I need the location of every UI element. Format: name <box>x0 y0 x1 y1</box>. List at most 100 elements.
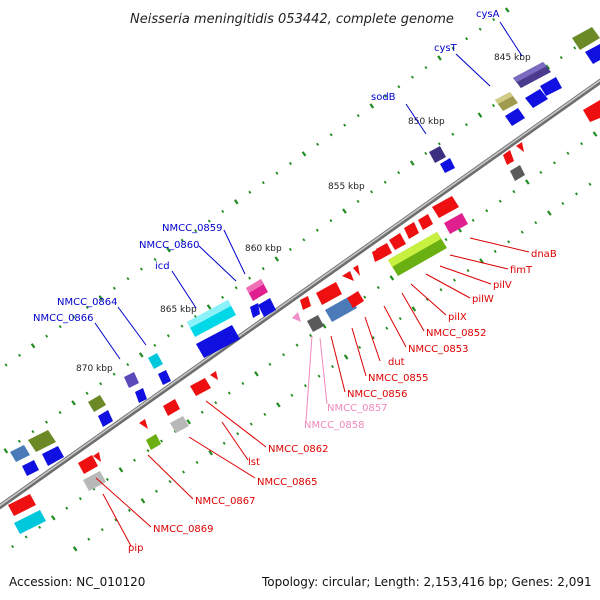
tick-mark <box>383 94 387 98</box>
tick-mark <box>275 171 279 175</box>
gene-NMCC_0864-block[interactable] <box>148 353 163 369</box>
gene-fimT-block[interactable] <box>444 213 468 234</box>
tick-mark <box>479 258 484 264</box>
gene-block-blue-topright[interactable] <box>585 44 600 64</box>
gene-pilX-block[interactable] <box>389 233 406 250</box>
gene-label-dut[interactable]: dut <box>388 357 405 368</box>
tick-mark <box>451 46 455 50</box>
gene-label-NMCC_0852[interactable]: NMCC_0852 <box>426 328 487 339</box>
gene-block-red-topright-2[interactable] <box>503 150 514 165</box>
tick-mark <box>206 304 212 310</box>
tick-mark <box>78 496 82 501</box>
gene-label-pip[interactable]: pip <box>128 543 143 554</box>
tick-mark <box>276 402 281 408</box>
gene-block-olive-1[interactable] <box>88 395 106 412</box>
gene-label-NMCC_0859[interactable]: NMCC_0859 <box>162 223 223 234</box>
gene-block-steel-2[interactable] <box>325 296 357 322</box>
gene-pip-block[interactable] <box>83 471 106 491</box>
gene-NMCC_0862-block[interactable] <box>190 378 211 396</box>
tick-mark <box>315 228 319 232</box>
tick-mark <box>182 470 186 474</box>
gene-label-NMCC_0869[interactable]: NMCC_0869 <box>153 524 214 535</box>
gene-lst-block[interactable] <box>163 399 180 416</box>
gene-block-red-bottomleft[interactable] <box>8 494 36 516</box>
kbp-label-855: 855 kbp <box>328 182 365 192</box>
gene-label-NMCC_0867[interactable]: NMCC_0867 <box>195 496 256 507</box>
gene-label-cysA[interactable]: cysA <box>476 9 500 20</box>
tick-mark <box>498 199 502 203</box>
gene-block-blue-5[interactable] <box>250 303 260 318</box>
gene-sodB-block[interactable] <box>429 146 446 163</box>
gene-block-blue-10[interactable] <box>42 446 64 466</box>
gene-pilV-block[interactable] <box>418 214 433 230</box>
reverse-genes <box>8 100 600 534</box>
genome-backbone <box>0 78 600 510</box>
gene-label-NMCC_0853[interactable]: NMCC_0853 <box>408 344 469 355</box>
gene-label-NMCC_0865[interactable]: NMCC_0865 <box>257 477 318 488</box>
gene-block-red-topright-1[interactable] <box>583 100 600 122</box>
gene-block-blue-7[interactable] <box>158 370 171 385</box>
gene-block-red-small-2[interactable] <box>347 291 364 308</box>
tick-mark <box>236 432 240 436</box>
gene-block-blue-11[interactable] <box>22 460 39 476</box>
tick-mark <box>72 315 76 319</box>
tick-mark <box>437 55 442 61</box>
gene-block-blue-9[interactable] <box>98 410 113 427</box>
gene-dnaB-block[interactable] <box>432 196 459 218</box>
gene-block-olive-2[interactable] <box>28 430 56 452</box>
gene-block-blue-2[interactable] <box>505 108 525 126</box>
gene-block-red-small-5[interactable] <box>93 452 101 462</box>
gene-pilW-block[interactable] <box>404 222 419 239</box>
gene-label-pilV[interactable]: pilV <box>493 280 512 291</box>
gene-label-NMCC_0857[interactable]: NMCC_0857 <box>327 403 388 414</box>
gene-label-fimT[interactable]: fimT <box>510 265 533 276</box>
gene-block-blue-1[interactable] <box>525 89 548 108</box>
tick-mark <box>200 410 204 414</box>
gene-label-NMCC_0860[interactable]: NMCC_0860 <box>139 240 200 251</box>
gene-block-steel-1[interactable] <box>10 445 30 462</box>
tick-mark <box>342 208 347 214</box>
gene-block-red-topright-3[interactable] <box>516 142 524 152</box>
gene-block-olive-topright[interactable] <box>572 27 600 50</box>
tick-mark <box>138 352 144 358</box>
gene-label-pilW[interactable]: pilW <box>472 294 494 305</box>
gene-block-cyan-bottomleft[interactable] <box>14 510 46 534</box>
gene-block-blue-8[interactable] <box>135 388 147 403</box>
gene-label-NMCC_0855[interactable]: NMCC_0855 <box>368 373 429 384</box>
gene-block-red-small-4[interactable] <box>210 371 218 380</box>
tick-mark <box>376 285 380 290</box>
gene-label-lst[interactable]: lst <box>248 457 260 468</box>
gene-label-pilX[interactable]: pilX <box>448 312 467 323</box>
gene-label-NMCC_0862[interactable]: NMCC_0862 <box>268 444 329 455</box>
gene-block-grey-topright[interactable] <box>510 165 525 181</box>
gene-label-cysT[interactable]: cysT <box>434 43 458 54</box>
gene-label-NMCC_0858[interactable]: NMCC_0858 <box>304 420 365 431</box>
gene-label-sodB[interactable]: sodB <box>371 92 396 103</box>
gene-NMCC_0858-block[interactable] <box>292 312 301 322</box>
gene-NMCC_0869-block[interactable] <box>78 455 98 474</box>
gene-NMCC_0860-block[interactable] <box>258 298 276 317</box>
gene-label-icd[interactable]: icd <box>155 261 170 272</box>
gene-block-blue-6[interactable] <box>196 325 240 358</box>
gene-block-blue-4[interactable] <box>440 158 455 173</box>
gene-NMCC_0865-block[interactable] <box>170 416 189 433</box>
gene-NMCC_0856-block[interactable] <box>316 282 342 305</box>
gene-dut-block[interactable] <box>342 271 354 281</box>
gene-cysT-block[interactable] <box>495 92 518 111</box>
gene-block-blue-3[interactable] <box>540 77 562 96</box>
gene-block-lime-1[interactable] <box>146 434 161 450</box>
tick-mark <box>424 151 428 156</box>
tick-mark <box>485 209 489 213</box>
gene-label-dnaB[interactable]: dnaB <box>531 249 557 260</box>
kbp-label-845: 845 kbp <box>494 53 531 63</box>
gene-NMCC_0855-block[interactable] <box>353 265 360 276</box>
gene-NMCC_0867-block[interactable] <box>139 419 148 429</box>
gene-block-red-small-3[interactable] <box>300 296 311 310</box>
tick-mark <box>561 201 565 206</box>
gene-NMCC_0857-block[interactable] <box>307 315 324 332</box>
gene-label-NMCC_0856[interactable]: NMCC_0856 <box>347 389 408 400</box>
gene-NMCC_0866-block[interactable] <box>124 372 139 388</box>
gene-label-NMCC_0864[interactable]: NMCC_0864 <box>57 297 118 308</box>
gene-label-NMCC_0866[interactable]: NMCC_0866 <box>33 313 94 324</box>
gene-block-red-small-1[interactable] <box>372 248 383 262</box>
